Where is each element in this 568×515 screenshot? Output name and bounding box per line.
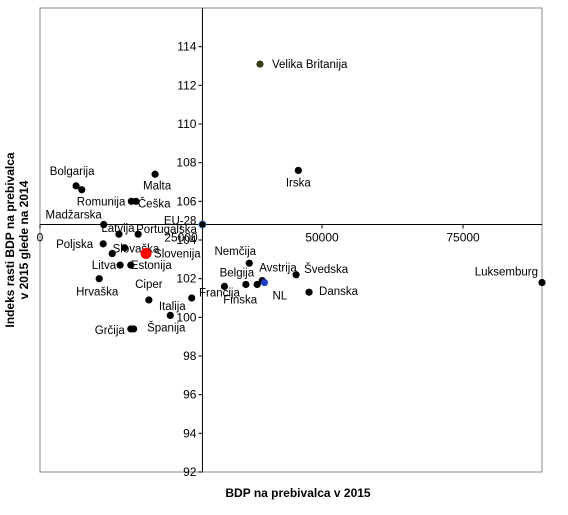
data-point	[294, 166, 302, 174]
data-point	[166, 311, 174, 319]
y-tick-label: 110	[177, 117, 196, 131]
point-label: Irska	[286, 177, 312, 189]
point-label: Romunija	[77, 196, 126, 208]
data-point	[100, 220, 108, 229]
data-point	[115, 230, 123, 238]
data-point	[95, 275, 103, 283]
point-label: Finska	[223, 294, 257, 306]
y-axis-title: Indeks rasti BDP na prebivalcav 2015 gle…	[3, 152, 31, 328]
data-point	[245, 259, 253, 267]
y-tick-label: 112	[177, 78, 196, 92]
point-label: Belgija	[220, 267, 255, 279]
x-axis-title: BDP na prebivalca v 2015	[225, 486, 371, 500]
data-point	[108, 249, 116, 258]
point-label: Poljska	[56, 239, 94, 251]
point-label: NL	[272, 291, 287, 303]
point-label: Luksemburg	[475, 267, 538, 279]
point-label: Avstrija	[259, 263, 297, 275]
data-points: Velika Britanija Irska Luksemburg Bolgarija…	[45, 59, 546, 337]
point-label: Velika Britanija	[272, 59, 348, 71]
y-tick-label: 96	[183, 388, 197, 402]
point-label: Slovenija	[154, 249, 201, 261]
y-tick-label: 94	[183, 426, 197, 440]
point-label: Grčija	[95, 325, 126, 337]
data-point	[99, 240, 107, 248]
y-tick-label: 100	[176, 310, 196, 324]
data-point	[253, 280, 261, 289]
x-tick-label: 25000	[164, 231, 198, 245]
y-tick-label: 102	[176, 272, 196, 286]
x-tick-label: 0	[37, 231, 44, 245]
y-tick-label: 104	[176, 233, 196, 247]
point-label: Španija	[147, 321, 186, 334]
data-point	[220, 282, 229, 290]
data-point	[145, 296, 153, 304]
y-tick-label: 114	[177, 40, 196, 54]
point-label: Slovaška	[113, 244, 160, 256]
x-tick-label: 75000	[446, 231, 480, 245]
point-label: Portugalska	[136, 224, 197, 236]
data-point	[198, 220, 207, 229]
y-tick-label: 108	[176, 156, 196, 170]
data-point	[132, 197, 140, 205]
data-point	[134, 230, 142, 238]
point-label: Estonija	[131, 260, 173, 272]
data-point	[121, 244, 129, 252]
point-label: Danska	[319, 286, 359, 298]
data-point	[78, 186, 86, 194]
point-label: Češka	[138, 197, 171, 210]
point-label: Latvija	[101, 223, 135, 235]
point-label: Litva	[92, 260, 117, 272]
data-point	[256, 60, 264, 68]
point-label: Madžarska	[45, 210, 102, 222]
data-point	[140, 248, 152, 260]
data-point	[116, 261, 124, 269]
y-tick-label: 92	[183, 465, 197, 479]
plot-frame	[39, 7, 543, 473]
axes: 92 94 96 98 100 102 104 106 108 110 112 114 0 25000 50…	[37, 8, 542, 479]
data-point	[242, 280, 250, 289]
data-point	[188, 294, 196, 302]
point-label: Švedska	[304, 263, 349, 276]
y-tick-label: 98	[183, 349, 197, 363]
data-point	[292, 271, 300, 279]
x-tick-label: 50000	[305, 231, 339, 245]
y-tick-label: 106	[176, 194, 196, 208]
point-label: Hrvaška	[76, 287, 119, 299]
data-point	[260, 278, 269, 287]
data-point	[538, 278, 546, 287]
point-label: Italija	[159, 301, 186, 313]
point-label: Ciper	[135, 279, 163, 291]
data-point	[305, 288, 313, 296]
point-label: Francija	[199, 287, 241, 299]
data-point	[151, 170, 159, 178]
point-label: Bolgarija	[50, 166, 95, 178]
data-point	[72, 182, 80, 190]
data-point	[130, 325, 138, 333]
data-point	[127, 261, 135, 269]
point-label: Malta	[143, 180, 172, 192]
point-label: Nemčija	[214, 246, 256, 258]
point-label: EU-28	[164, 216, 197, 228]
